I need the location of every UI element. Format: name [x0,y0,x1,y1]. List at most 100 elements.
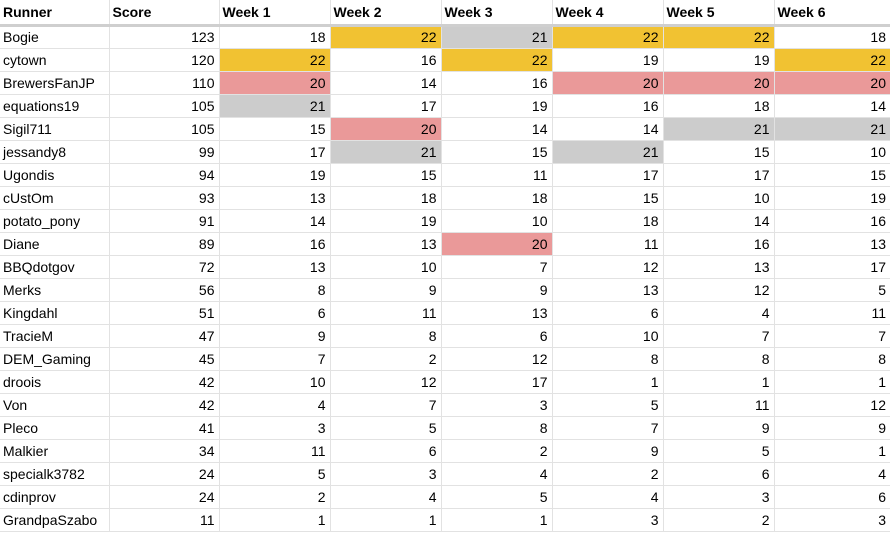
column-header-week-1[interactable]: Week 1 [219,0,331,27]
score-cell[interactable]: 120 [109,48,220,72]
week-6-cell[interactable]: 15 [774,163,890,187]
week-5-cell[interactable]: 12 [663,278,775,302]
week-4-cell[interactable]: 14 [552,117,664,141]
runner-name-cell[interactable]: Diane [0,232,110,256]
week-1-cell[interactable]: 19 [219,163,331,187]
week-2-cell[interactable]: 1 [330,508,442,532]
week-3-cell[interactable]: 20 [441,232,553,256]
runner-name-cell[interactable]: Ugondis [0,163,110,187]
week-5-cell[interactable]: 5 [663,439,775,463]
week-4-cell[interactable]: 18 [552,209,664,233]
column-header-week-4[interactable]: Week 4 [552,0,664,27]
runner-name-cell[interactable]: potato_pony [0,209,110,233]
column-header-runner[interactable]: Runner [0,0,110,27]
week-1-cell[interactable]: 2 [219,485,331,509]
week-2-cell[interactable]: 7 [330,393,442,417]
runner-name-cell[interactable]: jessandy8 [0,140,110,164]
week-5-cell[interactable]: 19 [663,48,775,72]
week-2-cell[interactable]: 19 [330,209,442,233]
week-6-cell[interactable]: 20 [774,71,890,95]
score-cell[interactable]: 99 [109,140,220,164]
week-5-cell[interactable]: 21 [663,117,775,141]
week-4-cell[interactable]: 10 [552,324,664,348]
score-cell[interactable]: 94 [109,163,220,187]
week-5-cell[interactable]: 20 [663,71,775,95]
week-2-cell[interactable]: 12 [330,370,442,394]
runner-name-cell[interactable]: cytown [0,48,110,72]
runner-name-cell[interactable]: equations19 [0,94,110,118]
runner-name-cell[interactable]: Pleco [0,416,110,440]
week-6-cell[interactable]: 5 [774,278,890,302]
score-cell[interactable]: 105 [109,117,220,141]
week-1-cell[interactable]: 7 [219,347,331,371]
week-6-cell[interactable]: 7 [774,324,890,348]
week-4-cell[interactable]: 12 [552,255,664,279]
week-2-cell[interactable]: 14 [330,71,442,95]
week-5-cell[interactable]: 1 [663,370,775,394]
week-4-cell[interactable]: 3 [552,508,664,532]
week-4-cell[interactable]: 20 [552,71,664,95]
score-cell[interactable]: 56 [109,278,220,302]
week-3-cell[interactable]: 9 [441,278,553,302]
runner-name-cell[interactable]: Kingdahl [0,301,110,325]
week-4-cell[interactable]: 6 [552,301,664,325]
week-1-cell[interactable]: 6 [219,301,331,325]
week-3-cell[interactable]: 15 [441,140,553,164]
column-header-week-5[interactable]: Week 5 [663,0,775,27]
week-4-cell[interactable]: 22 [552,25,664,49]
week-1-cell[interactable]: 9 [219,324,331,348]
week-1-cell[interactable]: 8 [219,278,331,302]
week-4-cell[interactable]: 4 [552,485,664,509]
week-4-cell[interactable]: 16 [552,94,664,118]
week-2-cell[interactable]: 17 [330,94,442,118]
week-3-cell[interactable]: 3 [441,393,553,417]
score-cell[interactable]: 123 [109,25,220,49]
week-4-cell[interactable]: 13 [552,278,664,302]
week-6-cell[interactable]: 21 [774,117,890,141]
week-3-cell[interactable]: 7 [441,255,553,279]
week-1-cell[interactable]: 13 [219,255,331,279]
week-3-cell[interactable]: 11 [441,163,553,187]
runner-name-cell[interactable]: BBQdotgov [0,255,110,279]
week-6-cell[interactable]: 1 [774,370,890,394]
week-5-cell[interactable]: 2 [663,508,775,532]
week-2-cell[interactable]: 3 [330,462,442,486]
week-1-cell[interactable]: 4 [219,393,331,417]
week-6-cell[interactable]: 11 [774,301,890,325]
week-4-cell[interactable]: 21 [552,140,664,164]
week-3-cell[interactable]: 8 [441,416,553,440]
week-1-cell[interactable]: 16 [219,232,331,256]
week-3-cell[interactable]: 16 [441,71,553,95]
week-3-cell[interactable]: 1 [441,508,553,532]
week-4-cell[interactable]: 8 [552,347,664,371]
week-2-cell[interactable]: 2 [330,347,442,371]
score-cell[interactable]: 34 [109,439,220,463]
week-1-cell[interactable]: 17 [219,140,331,164]
runner-name-cell[interactable]: cdinprov [0,485,110,509]
runner-name-cell[interactable]: droois [0,370,110,394]
week-6-cell[interactable]: 19 [774,186,890,210]
week-4-cell[interactable]: 17 [552,163,664,187]
week-5-cell[interactable]: 16 [663,232,775,256]
week-5-cell[interactable]: 3 [663,485,775,509]
score-cell[interactable]: 24 [109,485,220,509]
column-header-score[interactable]: Score [109,0,220,27]
week-6-cell[interactable]: 17 [774,255,890,279]
runner-name-cell[interactable]: GrandpaSzabo [0,508,110,532]
week-2-cell[interactable]: 18 [330,186,442,210]
score-cell[interactable]: 47 [109,324,220,348]
week-1-cell[interactable]: 1 [219,508,331,532]
week-2-cell[interactable]: 22 [330,25,442,49]
week-1-cell[interactable]: 22 [219,48,331,72]
score-cell[interactable]: 51 [109,301,220,325]
week-2-cell[interactable]: 20 [330,117,442,141]
week-2-cell[interactable]: 13 [330,232,442,256]
week-2-cell[interactable]: 8 [330,324,442,348]
week-2-cell[interactable]: 21 [330,140,442,164]
week-1-cell[interactable]: 10 [219,370,331,394]
week-1-cell[interactable]: 18 [219,25,331,49]
week-2-cell[interactable]: 4 [330,485,442,509]
week-3-cell[interactable]: 2 [441,439,553,463]
week-3-cell[interactable]: 22 [441,48,553,72]
week-5-cell[interactable]: 8 [663,347,775,371]
